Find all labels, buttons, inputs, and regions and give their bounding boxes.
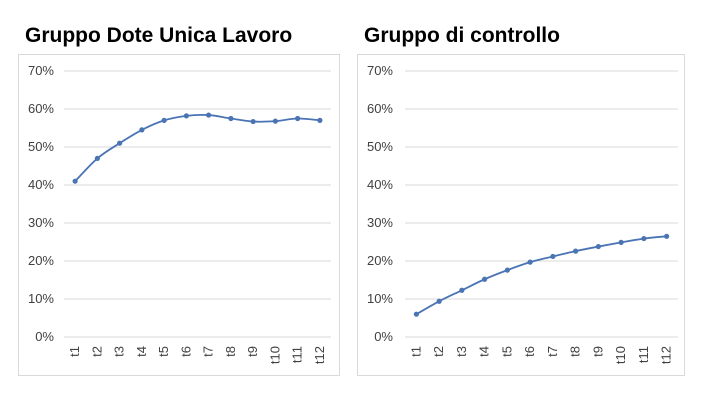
left-y-tick-label: 40%: [28, 177, 54, 192]
right-x-tick-label: t5: [499, 346, 514, 357]
right-y-tick-label: 20%: [367, 253, 393, 268]
right-x-tick-label: t1: [408, 346, 423, 357]
left-data-point: [295, 115, 301, 122]
right-x-tick-label: t8: [568, 346, 583, 357]
right-x-tick-label: t12: [659, 346, 674, 364]
left-series-line: [74, 113, 320, 182]
right-series-line: [415, 235, 667, 315]
left-y-tick-label: 10%: [28, 291, 54, 306]
left-x-tick-label: t12: [312, 346, 327, 364]
right-x-tick-label: t11: [636, 346, 651, 363]
left-data-point: [139, 127, 145, 133]
chart-panel-right: 0% 10% 20% 30% 40% 50% 60% 70% t1 t2 t3 t4 t5 t6 t7 t8 t…: [357, 54, 685, 376]
left-x-tick-label: t2: [89, 346, 104, 357]
right-y-tick-label: 70%: [367, 63, 393, 78]
right-data-point: [641, 235, 647, 242]
right-data-point: [595, 243, 601, 250]
left-data-point: [183, 113, 189, 119]
right-x-tick-label: t10: [613, 346, 628, 364]
left-x-tick-label: t1: [67, 346, 82, 357]
left-x-tick-label: t8: [223, 346, 238, 357]
left-y-tick-label: 70%: [28, 63, 54, 78]
right-data-point: [459, 287, 465, 293]
left-x-tick-label: t3: [112, 346, 127, 357]
left-x-tick-label: t4: [134, 346, 149, 357]
left-y-tick-label: 20%: [28, 253, 54, 268]
left-data-point: [317, 117, 323, 123]
left-x-tick-label: t10: [267, 346, 282, 364]
left-y-tick-label: 0%: [35, 329, 54, 344]
right-data-point: [413, 311, 419, 317]
left-data-point: [228, 115, 234, 122]
right-data-point: [618, 239, 624, 245]
chart-panel-left: 0% 10% 20% 30% 40% 50% 60% 70% t1 t2 t3 t4 t5 t6 t7 t8 t…: [18, 54, 340, 376]
right-data-point: [573, 248, 579, 254]
left-data-point: [161, 117, 167, 123]
right-y-tick-label: 0%: [374, 329, 393, 344]
chart-title-right: Gruppo di controllo: [364, 24, 560, 47]
left-x-tick-label: t11: [290, 346, 305, 363]
right-x-tick-label: t6: [522, 346, 537, 357]
right-y-tick-label: 10%: [367, 291, 393, 306]
right-x-tick-label: t4: [477, 346, 492, 357]
right-data-point: [504, 267, 510, 273]
left-y-tick-label: 30%: [28, 215, 54, 230]
left-data-point: [117, 140, 123, 146]
left-x-tick-label: t5: [156, 346, 171, 357]
right-data-point: [482, 276, 488, 282]
right-x-tick-label: t3: [454, 346, 469, 357]
left-y-tick-label: 50%: [28, 139, 54, 154]
right-x-tick-label: t9: [590, 346, 605, 357]
right-y-tick-label: 30%: [367, 215, 393, 230]
chart-title-left: Gruppo Dote Unica Lavoro: [25, 24, 293, 47]
right-data-point: [664, 233, 670, 239]
right-data-point: [550, 253, 556, 260]
right-y-tick-label: 40%: [367, 177, 393, 192]
right-x-tick-label: t7: [545, 346, 560, 357]
chart-plot-left: 0% 10% 20% 30% 40% 50% 60% 70% t1 t2 t3 t4 t5 t6 t7 t8 t…: [28, 63, 331, 364]
left-data-point: [94, 155, 100, 161]
left-data-point: [250, 118, 256, 125]
chart-plot-right: 0% 10% 20% 30% 40% 50% 60% 70% t1 t2 t3 t4 t5 t6 t7 t8 t…: [367, 63, 678, 364]
right-y-tick-label: 50%: [367, 139, 393, 154]
left-y-tick-label: 60%: [28, 101, 54, 116]
right-data-point: [436, 298, 442, 304]
left-x-tick-label: t9: [245, 346, 260, 357]
left-data-point: [206, 112, 212, 118]
left-data-point: [72, 178, 78, 184]
left-data-point: [272, 118, 278, 124]
left-x-tick-label: t6: [178, 346, 193, 357]
right-y-tick-label: 60%: [367, 101, 393, 116]
right-x-tick-label: t2: [431, 346, 446, 357]
right-data-point: [527, 259, 533, 265]
left-x-tick-label: t7: [201, 346, 216, 357]
